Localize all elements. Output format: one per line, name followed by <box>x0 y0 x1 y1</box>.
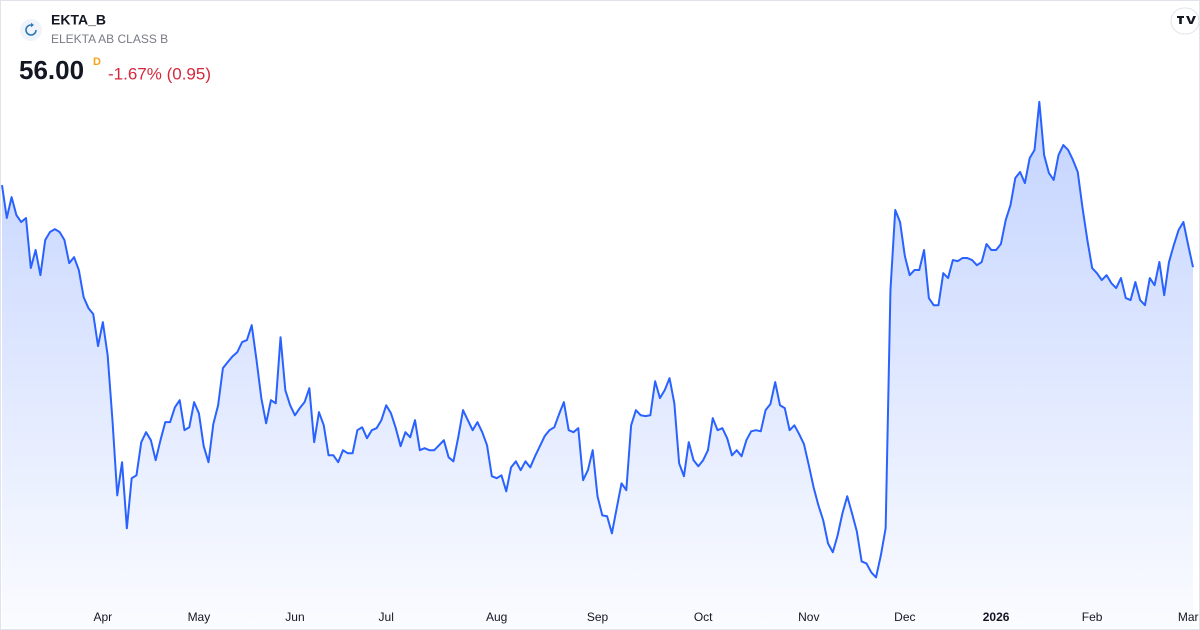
x-tick-label: Apr <box>94 610 113 624</box>
x-tick-label: Mar <box>1178 610 1199 624</box>
symbol-name: ELEKTA AB CLASS B <box>51 32 168 46</box>
x-tick-label: Aug <box>486 610 507 624</box>
price-flag: D <box>93 56 101 68</box>
x-tick-label: Dec <box>894 610 915 624</box>
x-tick-label: May <box>188 610 211 624</box>
x-tick-label: Feb <box>1082 610 1103 624</box>
price-change: -1.67% (0.95) <box>108 64 211 83</box>
price: 56.00 <box>19 55 84 85</box>
x-tick-label: Nov <box>798 610 819 624</box>
symbol: EKTA_B <box>51 12 106 28</box>
x-tick-label: Jul <box>379 610 394 624</box>
x-tick-label: Jun <box>285 610 304 624</box>
x-tick-label: Sep <box>587 610 609 624</box>
symbol-icon <box>20 19 42 41</box>
x-tick-label: Oct <box>694 610 713 624</box>
logo[interactable] <box>1170 7 1200 35</box>
area-fill <box>2 101 1193 629</box>
x-tick-label: 2026 <box>983 610 1010 624</box>
plot: Apr May Jun Jul Aug Sep Oct Nov Dec 2026 Feb Mar <box>1 100 1199 629</box>
price-line <box>1 100 1194 579</box>
